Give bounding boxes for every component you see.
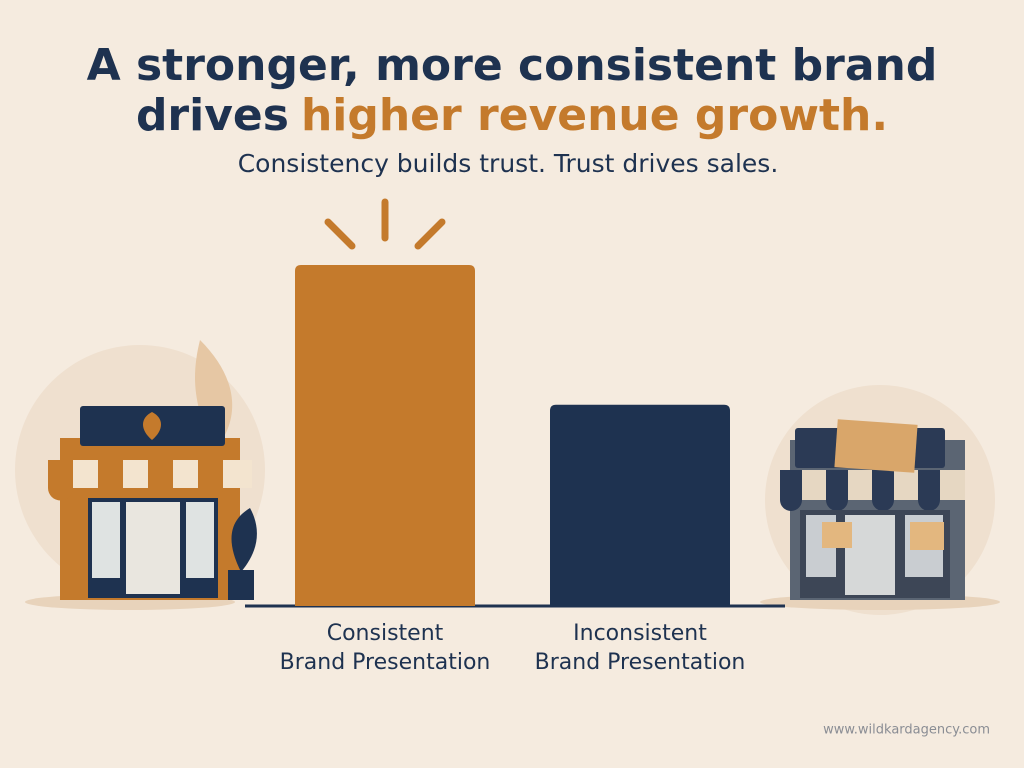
inconsistent-store-illustration [760, 385, 1000, 615]
subtitle: Consistency builds trust. Trust drives s… [238, 149, 779, 178]
category-label: Inconsistent [573, 621, 707, 646]
title: drives higher revenue growth. [136, 90, 888, 141]
consistent-store-illustration [15, 340, 265, 610]
title: A stronger, more consistent brand [87, 40, 938, 91]
category-label: Brand Presentation [280, 650, 491, 675]
bar [295, 265, 475, 606]
category-label: Consistent [327, 621, 444, 646]
highlight-burst [324, 198, 446, 250]
title-start: drives [136, 90, 289, 141]
source: www.wildkardagency.com [823, 723, 990, 738]
bar [550, 404, 730, 606]
category-label: Brand Presentation [535, 650, 746, 675]
title-highlight: higher revenue growth. [301, 90, 888, 141]
